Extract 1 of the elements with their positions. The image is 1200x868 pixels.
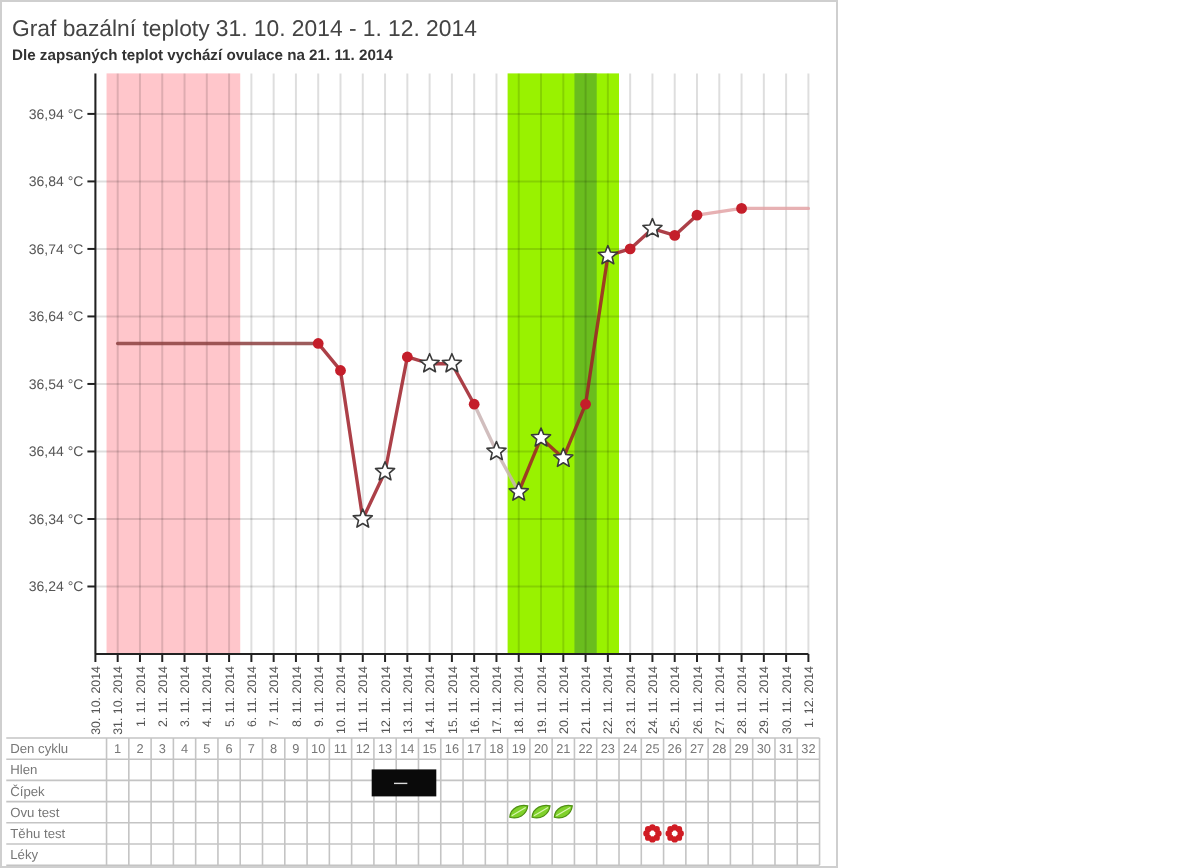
chart-title: Graf bazální teploty 31. 10. 2014 - 1. 12. 2014 xyxy=(12,18,477,42)
